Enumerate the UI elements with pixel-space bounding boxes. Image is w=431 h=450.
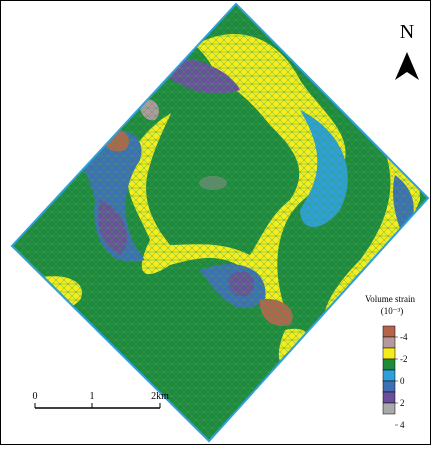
map-figure: N 0 1 2km Volume strain (10⁻³) -4 -2 0 2 4 <box>0 0 431 445</box>
legend-swatch <box>383 392 395 403</box>
legend-swatch <box>383 326 395 337</box>
legend-swatch <box>383 337 395 348</box>
north-label: N <box>400 21 414 43</box>
legend-label: 0 <box>400 376 405 386</box>
legend-swatch <box>383 381 395 392</box>
legend-title: Volume strain <box>365 294 416 304</box>
legend-label: -2 <box>400 354 408 364</box>
scale-label: 1 <box>90 391 95 402</box>
legend-label: 2 <box>400 398 405 408</box>
legend-label: 4 <box>400 420 405 430</box>
legend-swatch <box>383 348 395 359</box>
scale-label: 0 <box>33 391 38 402</box>
legend-swatch <box>383 370 395 381</box>
legend-unit: (10⁻³) <box>381 306 403 316</box>
scale-label: 2km <box>151 391 169 402</box>
legend-label: -4 <box>400 332 408 342</box>
legend-swatch <box>383 403 395 414</box>
legend-swatch <box>383 359 395 370</box>
